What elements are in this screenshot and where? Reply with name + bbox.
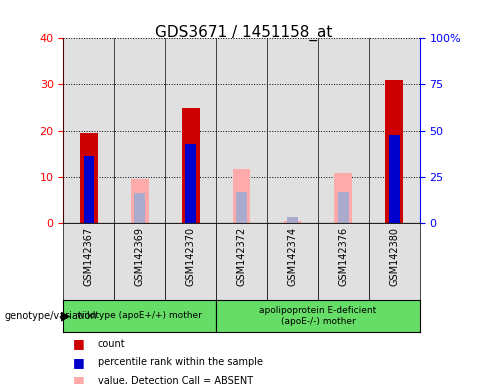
Bar bbox=[216, 38, 267, 223]
Text: GSM142367: GSM142367 bbox=[84, 227, 94, 286]
Bar bbox=[284, 220, 302, 223]
Text: genotype/variation: genotype/variation bbox=[5, 311, 98, 321]
Bar bbox=[80, 133, 98, 223]
Bar bbox=[114, 223, 165, 300]
Text: apolipoprotein E-deficient
(apoE-/-) mother: apolipoprotein E-deficient (apoE-/-) mot… bbox=[259, 306, 377, 326]
Bar bbox=[389, 135, 400, 223]
Text: percentile rank within the sample: percentile rank within the sample bbox=[98, 357, 263, 367]
Bar bbox=[267, 223, 318, 300]
Bar bbox=[182, 108, 200, 223]
Text: GSM142372: GSM142372 bbox=[237, 227, 246, 286]
Bar bbox=[369, 38, 420, 223]
Text: ▶: ▶ bbox=[61, 310, 71, 322]
Bar bbox=[63, 38, 114, 223]
Bar bbox=[63, 223, 114, 300]
Text: GSM142369: GSM142369 bbox=[135, 227, 145, 286]
Bar bbox=[338, 192, 349, 223]
Bar bbox=[318, 38, 369, 223]
Bar bbox=[134, 193, 145, 223]
Text: wildtype (apoE+/+) mother: wildtype (apoE+/+) mother bbox=[77, 311, 202, 320]
Bar bbox=[287, 217, 298, 223]
Bar bbox=[114, 38, 165, 223]
Bar bbox=[236, 192, 247, 223]
Text: count: count bbox=[98, 339, 125, 349]
Bar bbox=[165, 38, 216, 223]
Text: GDS3671 / 1451158_at: GDS3671 / 1451158_at bbox=[155, 25, 333, 41]
Text: ■: ■ bbox=[73, 337, 85, 350]
Bar bbox=[165, 223, 216, 300]
Text: ■: ■ bbox=[73, 374, 85, 384]
Bar bbox=[369, 223, 420, 300]
Bar bbox=[334, 173, 352, 223]
Bar bbox=[267, 38, 318, 223]
Bar bbox=[233, 169, 250, 223]
Bar bbox=[185, 144, 196, 223]
Bar bbox=[318, 223, 369, 300]
Bar bbox=[131, 179, 149, 223]
Text: GSM142370: GSM142370 bbox=[185, 227, 196, 286]
Text: GSM142376: GSM142376 bbox=[338, 227, 348, 286]
Bar bbox=[386, 80, 403, 223]
Text: ■: ■ bbox=[73, 356, 85, 369]
Text: value, Detection Call = ABSENT: value, Detection Call = ABSENT bbox=[98, 376, 253, 384]
Bar bbox=[216, 223, 267, 300]
Text: GSM142380: GSM142380 bbox=[389, 227, 399, 286]
Text: GSM142374: GSM142374 bbox=[287, 227, 298, 286]
Bar bbox=[83, 156, 94, 223]
